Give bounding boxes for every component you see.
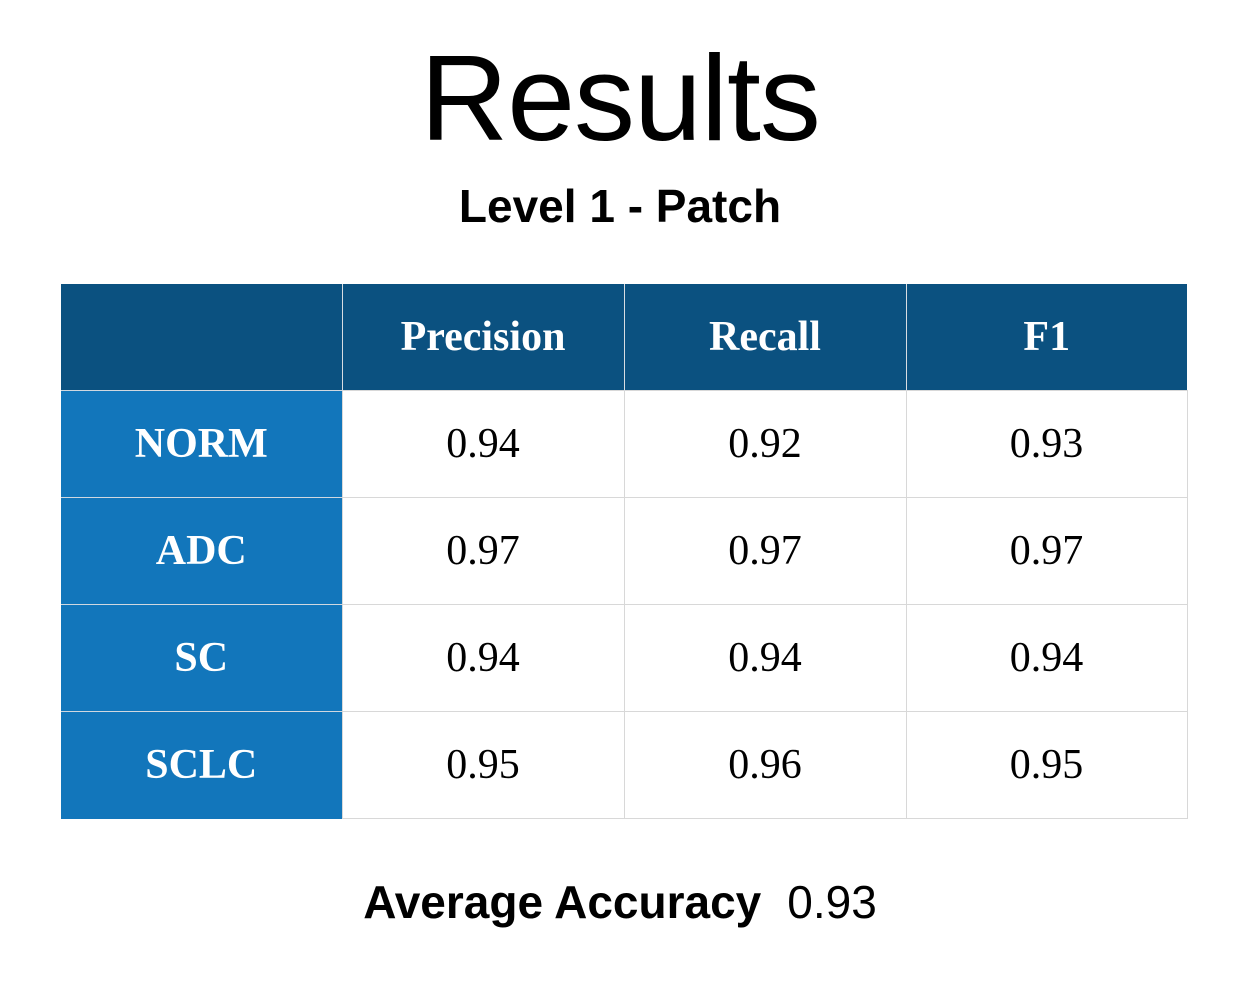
average-accuracy-label: Average Accuracy	[363, 876, 762, 928]
cell-sclc-recall: 0.96	[623, 711, 907, 819]
cell-norm-recall: 0.92	[623, 390, 907, 498]
cell-sc-precision: 0.94	[341, 604, 625, 712]
column-header-recall: Recall	[623, 284, 906, 391]
cell-adc-f1: 0.97	[905, 497, 1188, 605]
cell-sc-recall: 0.94	[623, 604, 907, 712]
cell-adc-precision: 0.97	[341, 497, 625, 605]
table-row: ADC 0.97 0.97 0.97	[61, 497, 1188, 605]
page-title: Results	[420, 30, 821, 166]
cell-adc-recall: 0.97	[623, 497, 907, 605]
row-header-adc: ADC	[61, 497, 342, 605]
column-header-f1: F1	[905, 284, 1187, 391]
average-accuracy: Average Accuracy 0.93	[0, 872, 1240, 932]
average-accuracy-value: 0.93	[787, 876, 877, 928]
column-header-precision: Precision	[341, 284, 624, 391]
cell-norm-precision: 0.94	[341, 390, 625, 498]
table-row: SC 0.94 0.94 0.94	[61, 604, 1188, 712]
row-header-norm: NORM	[61, 390, 342, 498]
results-table: Precision Recall F1 NORM 0.94 0.92 0.93 …	[61, 284, 1188, 819]
cell-sclc-f1: 0.95	[905, 711, 1188, 819]
row-header-sclc: SCLC	[61, 711, 342, 819]
table-header-row: Precision Recall F1	[61, 284, 1187, 391]
table-row: SCLC 0.95 0.96 0.95	[61, 711, 1188, 819]
corner-header-cell	[61, 284, 342, 391]
cell-norm-f1: 0.93	[905, 390, 1188, 498]
cell-sclc-precision: 0.95	[341, 711, 625, 819]
cell-sc-f1: 0.94	[905, 604, 1188, 712]
page-subtitle: Level 1 - Patch	[458, 180, 782, 232]
table-row: NORM 0.94 0.92 0.93	[61, 390, 1188, 498]
row-header-sc: SC	[61, 604, 342, 712]
